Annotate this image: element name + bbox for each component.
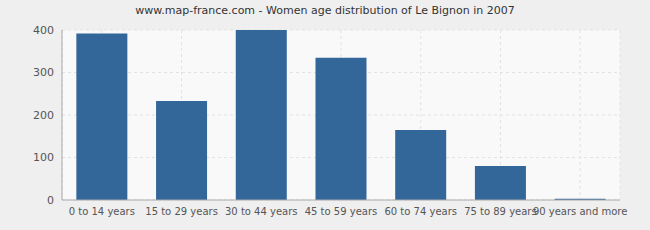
svg-text:45 to 59 years: 45 to 59 years [305,206,378,217]
svg-text:300: 300 [33,66,54,79]
svg-text:0 to 14 years: 0 to 14 years [69,206,135,217]
html-text:www.map-france.com - Women age: www.map-france.com - Women age distribut… [135,4,515,17]
svg-text:15 to 29 years: 15 to 29 years [145,206,218,217]
svg-text:30 to 44 years: 30 to 44 years [225,206,298,217]
svg-text:60 to 74 years: 60 to 74 years [384,206,457,217]
svg-text:200: 200 [33,109,54,122]
svg-text:100: 100 [33,151,54,164]
svg-text:400: 400 [33,24,54,37]
svg-text:90 years and more: 90 years and more [533,206,628,217]
svg-text:0: 0 [47,194,54,207]
svg-text:75 to 89 years: 75 to 89 years [464,206,537,217]
